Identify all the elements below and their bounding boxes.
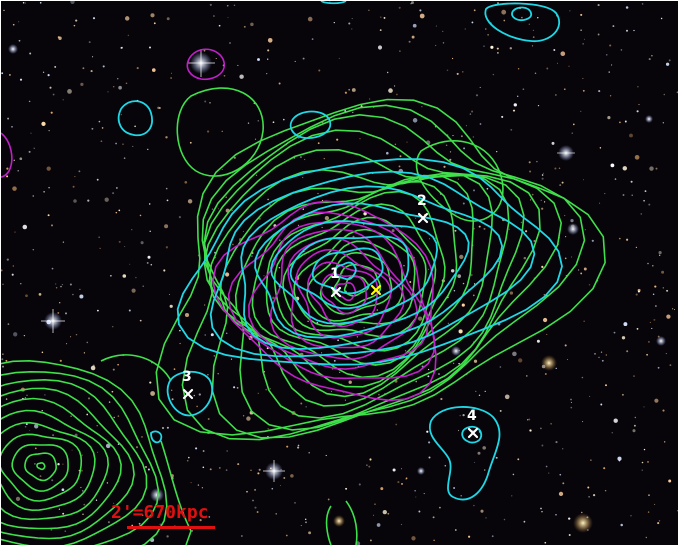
magenta-contours-extra xyxy=(1,48,226,178)
marker-4-cross xyxy=(467,427,479,439)
cyan-contours xyxy=(176,158,563,366)
marker-group xyxy=(182,212,479,439)
centroid-cross xyxy=(370,284,382,296)
marker-3-cross xyxy=(182,388,194,400)
marker-label-2: 2 xyxy=(417,193,427,209)
green-contours-main xyxy=(155,98,606,441)
marker-1-cross xyxy=(330,286,342,298)
marker-label-1: 1 xyxy=(330,266,340,282)
cyan-contours-extra xyxy=(117,1,561,501)
marker-2-cross xyxy=(417,212,429,224)
scale-bar-label: 2'=670kpc xyxy=(111,502,209,523)
scale-bar xyxy=(127,526,215,529)
marker-label-4: 4 xyxy=(467,408,477,424)
magenta-contours xyxy=(212,200,437,402)
marker-label-3: 3 xyxy=(182,369,192,385)
bright-stars xyxy=(8,44,666,533)
green-contours-lower-left xyxy=(1,359,168,545)
green-contours-extra xyxy=(100,87,504,545)
